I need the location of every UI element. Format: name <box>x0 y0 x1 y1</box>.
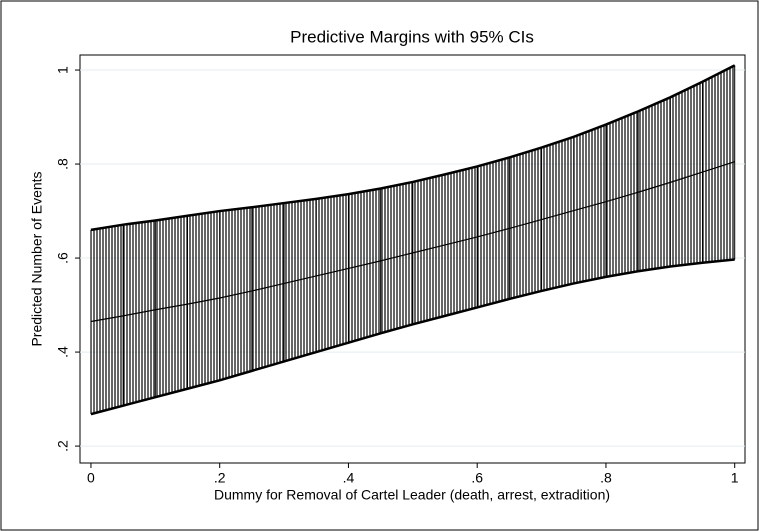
margin-line <box>90 161 735 323</box>
y-tick-label: .4 <box>55 346 71 358</box>
x-tick-label: .4 <box>343 470 355 486</box>
ci-upper <box>90 64 736 232</box>
y-tick-label: .2 <box>55 440 71 452</box>
x-tick-label: 1 <box>731 470 739 486</box>
x-tick-label: 0 <box>87 470 95 486</box>
ci-lower <box>90 258 735 416</box>
x-tick-label: .2 <box>214 470 226 486</box>
y-axis-label: Predicted Number of Events <box>29 171 45 346</box>
y-tick-label: 1 <box>55 66 71 74</box>
x-tick-label: .6 <box>471 470 483 486</box>
chart-title: Predictive Margins with 95% CIs <box>290 27 534 46</box>
y-tick-label: .8 <box>55 158 71 170</box>
y-tick-label: .6 <box>55 252 71 264</box>
x-tick-label: .8 <box>600 470 612 486</box>
x-axis-label: Dummy for Removal of Cartel Leader (deat… <box>214 487 610 503</box>
